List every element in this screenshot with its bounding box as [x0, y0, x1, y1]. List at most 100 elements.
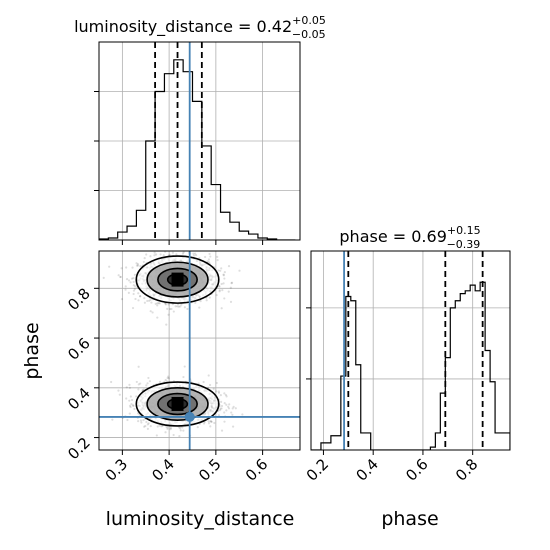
scatter-point — [145, 420, 148, 424]
scatter-point — [134, 285, 137, 288]
scatter-point — [135, 395, 138, 398]
scatter-point — [139, 294, 142, 298]
scatter-point — [194, 301, 197, 304]
scatter-point — [223, 277, 226, 280]
scatter-point — [164, 378, 167, 382]
scatter-point — [154, 302, 157, 306]
scatter-point — [157, 302, 160, 305]
scatter-point — [146, 382, 149, 385]
scatter-point — [216, 259, 219, 262]
scatter-point — [215, 294, 218, 297]
scatter-point — [202, 380, 205, 384]
scatter-point — [217, 269, 220, 272]
scatter-point — [210, 420, 213, 423]
scatter-point — [128, 404, 132, 407]
scatter-point — [156, 302, 159, 305]
scatter-point — [155, 434, 158, 437]
scatter-point — [139, 295, 142, 298]
scatter-point — [216, 255, 219, 258]
scatter-point — [147, 376, 150, 380]
scatter-point — [217, 391, 221, 394]
x-tick-label: 0.6 — [242, 455, 272, 485]
scatter-point — [146, 299, 149, 303]
scatter-point — [124, 285, 127, 288]
x-tick-label: 0.6 — [402, 455, 432, 485]
phase-title: phase = 0.69+0.15 −0.39 — [339, 224, 480, 251]
scatter-point — [220, 400, 223, 403]
density-peak — [171, 396, 184, 411]
scatter-point — [225, 409, 228, 412]
scatter-point — [135, 262, 138, 265]
y-axis-label-phase: phase — [21, 322, 43, 379]
scatter-point — [158, 302, 161, 305]
scatter-point — [213, 421, 216, 425]
scatter-point — [159, 253, 162, 256]
x-tick-label: 0.4 — [352, 455, 382, 485]
scatter-point — [207, 258, 211, 261]
scatter-point — [182, 429, 185, 432]
scatter-point — [129, 281, 132, 284]
scatter-point — [142, 418, 145, 422]
phase-histogram — [311, 281, 510, 450]
x-tick-label: 0.8 — [452, 455, 482, 485]
scatter-point — [166, 427, 169, 430]
scatter-point — [132, 277, 135, 280]
scatter-point — [230, 281, 234, 284]
scatter-point — [227, 265, 231, 268]
scatter-point — [169, 427, 173, 430]
scatter-point — [182, 251, 185, 254]
scatter-point — [208, 252, 211, 256]
scatter-point — [165, 323, 168, 326]
panel-luminosity-histogram: luminosity_distance = 0.42+0.05 −0.05 — [74, 14, 326, 245]
x-axis-label-phase: phase — [381, 508, 438, 530]
scatter-point — [156, 425, 159, 428]
scatter-point — [228, 403, 231, 406]
scatter-point — [108, 265, 111, 268]
scatter-point — [218, 290, 221, 293]
scatter-point — [229, 286, 232, 289]
scatter-point — [153, 251, 156, 254]
scatter-point — [234, 407, 237, 410]
grid-phase-histogram — [311, 251, 510, 450]
x-tick-label: 0.2 — [303, 455, 333, 485]
scatter-point — [225, 395, 228, 398]
axes-frame — [98, 250, 301, 451]
scatter-point — [111, 418, 114, 421]
scatter-point — [208, 383, 212, 387]
scatter-point — [137, 388, 140, 391]
scatter-point — [177, 426, 181, 429]
scatter-point — [133, 287, 136, 291]
scatter-point — [127, 291, 130, 294]
scatter-point — [207, 261, 211, 264]
scatter-point — [162, 253, 165, 257]
scatter-point — [219, 394, 222, 397]
scatter-point — [125, 278, 129, 281]
scatter-point — [220, 404, 224, 408]
scatter-point — [207, 374, 210, 377]
panel-phase-histogram: 0.2 0.4 0.6 0.8 phase = 0.69+0.15 −0.39 — [303, 224, 511, 485]
scatter-point — [227, 290, 230, 293]
scatter-point — [145, 253, 148, 256]
scatter-point — [133, 273, 137, 276]
scatter-point — [119, 275, 122, 279]
scatter-point — [168, 307, 172, 311]
scatter-point — [158, 424, 161, 427]
scatter-point — [126, 418, 129, 422]
scatter-point — [172, 310, 175, 313]
scatter-point — [223, 271, 226, 274]
scatter-point — [209, 420, 212, 423]
scatter-point — [178, 427, 182, 430]
scatter-point — [130, 398, 134, 402]
scatter-point — [169, 427, 172, 431]
scatter-point — [134, 297, 137, 301]
scatter-point — [166, 307, 169, 310]
scatter-point — [196, 426, 199, 429]
scatter-point — [198, 306, 201, 309]
scatter-point — [220, 407, 223, 410]
scatter-point — [133, 407, 136, 411]
scatter-point — [205, 299, 208, 302]
luminosity-quantile-lines — [154, 42, 203, 240]
scatter-point — [210, 420, 213, 423]
scatter-point — [131, 404, 135, 407]
scatter-point — [129, 405, 132, 409]
